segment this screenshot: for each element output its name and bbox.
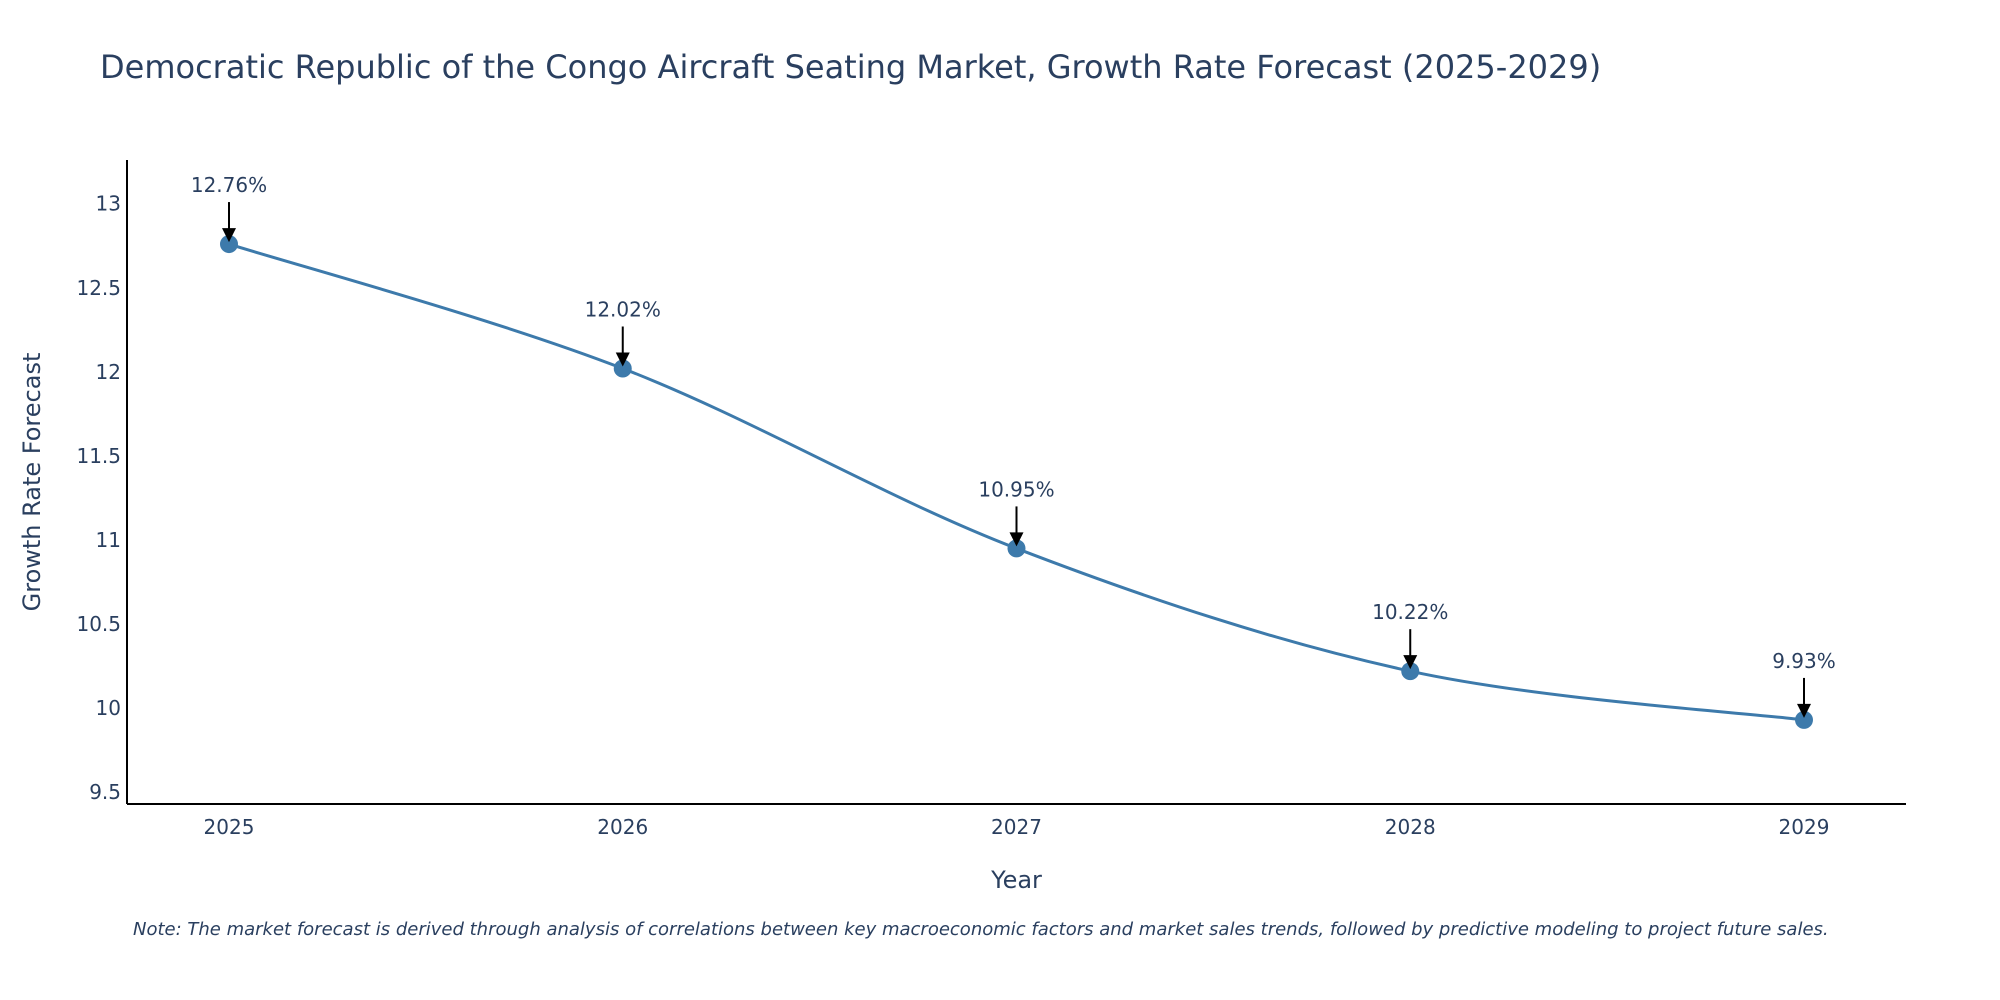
data-label: 12.02% — [585, 298, 661, 322]
x-axis-title: Year — [990, 866, 1042, 894]
chart-title: Democratic Republic of the Congo Aircraf… — [100, 48, 1602, 86]
y-tick-label: 12.5 — [76, 276, 121, 300]
data-label: 9.93% — [1772, 649, 1836, 673]
y-tick-label: 9.5 — [89, 780, 121, 804]
data-point — [1007, 539, 1026, 558]
x-axis-ticks: 2025 2026 2027 2028 2029 — [204, 815, 1830, 839]
chart-note: Note: The market forecast is derived thr… — [133, 919, 1829, 940]
data-label: 10.95% — [978, 477, 1054, 501]
data-point — [1401, 662, 1420, 681]
annotation-arrow-head — [1403, 655, 1418, 670]
annotation-arrow-head — [222, 228, 236, 243]
data-point — [613, 359, 632, 378]
annotation-arrow-head — [1009, 532, 1024, 547]
y-tick-label: 11.5 — [76, 444, 121, 468]
y-axis-ticks: 9.5 10 10.5 11 11.5 12 12.5 13 — [76, 192, 121, 805]
annotation-arrow-head — [1797, 703, 1811, 718]
x-tick-label: 2026 — [597, 815, 648, 839]
y-tick-label: 11 — [96, 528, 121, 552]
data-annotations: 12.76% 12.02% 10.95% 10.22% 9.93% — [191, 173, 1836, 718]
y-tick-label: 10.5 — [76, 612, 121, 636]
data-point — [1795, 710, 1813, 729]
x-tick-label: 2028 — [1385, 815, 1436, 839]
y-axis-title: Growth Rate Forecast — [18, 353, 46, 612]
data-point — [220, 235, 238, 254]
x-tick-label: 2025 — [204, 815, 255, 839]
data-label: 10.22% — [1372, 600, 1448, 624]
y-tick-label: 10 — [96, 696, 121, 720]
data-label: 12.76% — [191, 173, 267, 197]
y-tick-label: 13 — [96, 192, 121, 216]
x-tick-label: 2029 — [1779, 815, 1830, 839]
x-tick-label: 2027 — [991, 815, 1042, 839]
data-markers — [220, 235, 1813, 729]
y-tick-label: 12 — [96, 360, 121, 384]
annotation-arrow-head — [615, 352, 630, 367]
